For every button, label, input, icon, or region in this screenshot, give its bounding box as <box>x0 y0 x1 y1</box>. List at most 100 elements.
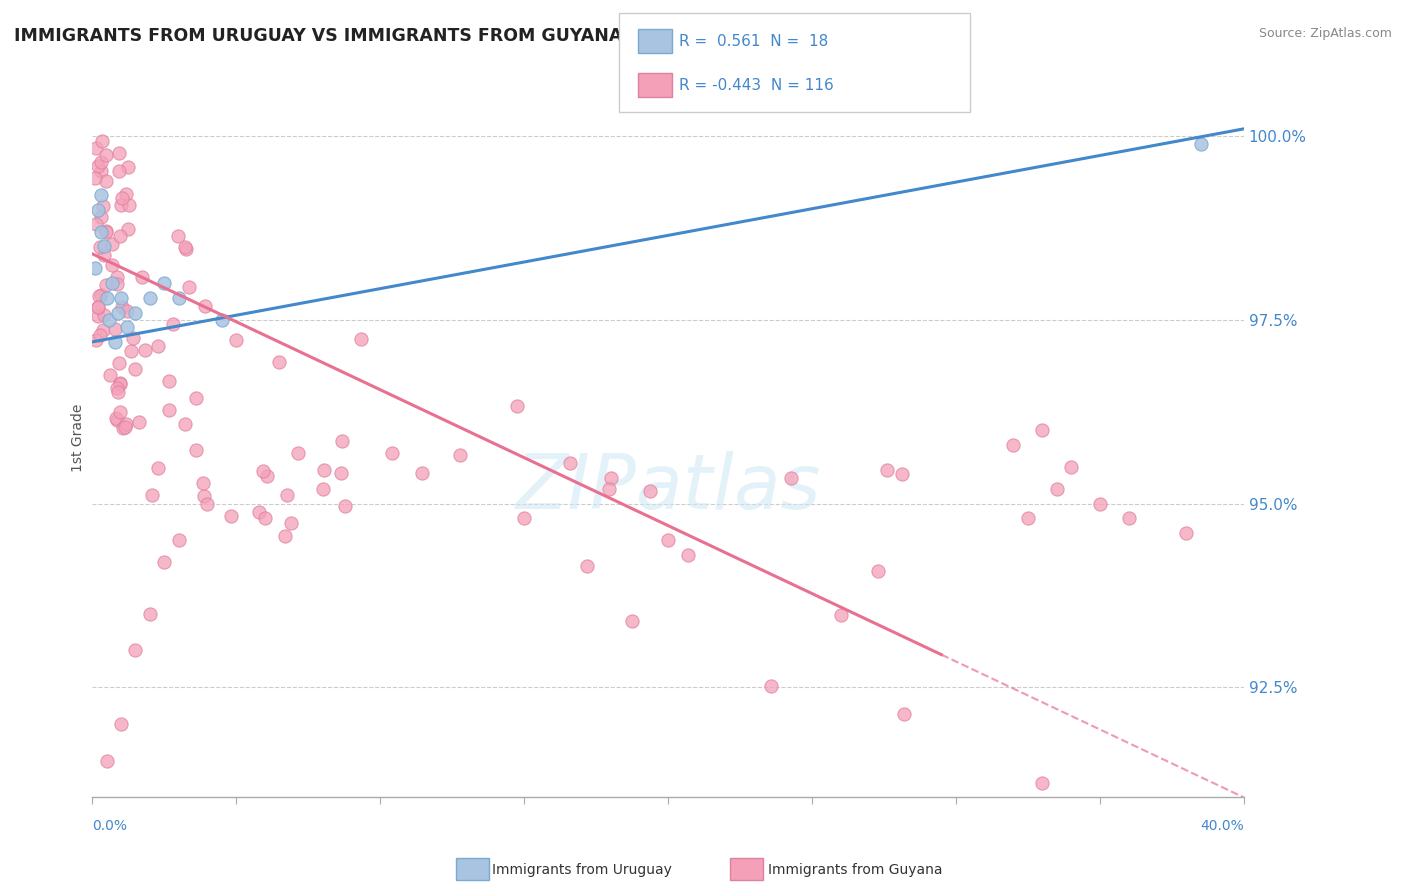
Point <box>252 464 274 478</box>
Point <box>173 417 195 431</box>
Point <box>117 222 139 236</box>
Point <box>86 300 108 314</box>
Point <box>162 318 184 332</box>
Point <box>876 463 898 477</box>
Point <box>1046 482 1069 496</box>
Point <box>105 413 128 427</box>
Point <box>167 291 190 305</box>
Point <box>117 303 139 318</box>
Point <box>349 332 371 346</box>
Point <box>195 496 218 510</box>
Point <box>84 141 107 155</box>
Y-axis label: 1st Grade: 1st Grade <box>72 403 86 472</box>
Point <box>141 487 163 501</box>
Point <box>276 488 298 502</box>
Point <box>139 291 162 305</box>
Point <box>280 516 302 531</box>
Point <box>94 225 117 239</box>
Point <box>1189 136 1212 151</box>
Text: Source: ZipAtlas.com: Source: ZipAtlas.com <box>1258 27 1392 40</box>
Point <box>87 202 110 217</box>
Point <box>118 197 141 211</box>
Point <box>219 508 242 523</box>
Point <box>657 533 679 548</box>
Point <box>256 469 278 483</box>
Point <box>621 614 644 628</box>
Point <box>91 199 114 213</box>
Point <box>558 456 581 470</box>
Point <box>105 277 128 291</box>
Point <box>105 269 128 284</box>
Point <box>146 339 169 353</box>
Point <box>110 717 132 731</box>
Point <box>599 471 621 485</box>
Point <box>1175 525 1198 540</box>
Point <box>100 258 122 272</box>
Point <box>120 344 142 359</box>
Point <box>157 374 180 388</box>
Point <box>676 548 699 562</box>
Point <box>411 466 433 480</box>
Point <box>274 529 297 543</box>
Point <box>107 385 129 400</box>
Point <box>89 289 111 303</box>
Text: Immigrants from Uruguay: Immigrants from Uruguay <box>492 863 672 877</box>
Point <box>121 330 143 344</box>
Point <box>131 269 153 284</box>
Point <box>381 446 404 460</box>
Point <box>89 328 111 343</box>
Point <box>759 679 782 693</box>
Text: R =  0.561  N =  18: R = 0.561 N = 18 <box>679 34 828 48</box>
Point <box>90 225 112 239</box>
Point <box>247 505 270 519</box>
Point <box>111 300 134 314</box>
Point <box>90 287 112 301</box>
Point <box>253 511 276 525</box>
Point <box>112 421 135 435</box>
Point <box>108 405 131 419</box>
Point <box>157 403 180 417</box>
Point <box>153 555 176 569</box>
Point <box>101 276 124 290</box>
Point <box>94 148 117 162</box>
Point <box>107 146 129 161</box>
Point <box>101 237 124 252</box>
Point <box>174 240 197 254</box>
Point <box>146 461 169 475</box>
Point <box>330 466 353 480</box>
Point <box>98 313 121 327</box>
Point <box>117 161 139 175</box>
Point <box>312 462 335 476</box>
Point <box>513 511 536 525</box>
Point <box>780 471 803 485</box>
Point <box>84 217 107 231</box>
Point <box>167 533 190 548</box>
Point <box>124 361 146 376</box>
Point <box>449 448 471 462</box>
Point <box>91 134 114 148</box>
Point <box>108 376 131 390</box>
Point <box>139 607 162 621</box>
Point <box>107 164 129 178</box>
Point <box>90 188 112 202</box>
Point <box>333 499 356 513</box>
Point <box>87 309 110 323</box>
Point <box>167 228 190 243</box>
Point <box>186 391 208 405</box>
Point <box>193 475 215 490</box>
Point <box>194 299 217 313</box>
Point <box>1118 511 1140 525</box>
Point <box>114 417 136 431</box>
Point <box>184 443 207 458</box>
Point <box>176 242 198 256</box>
Point <box>124 643 146 657</box>
Point <box>90 154 112 169</box>
Point <box>105 381 128 395</box>
Text: 0.0%: 0.0% <box>93 820 127 833</box>
Point <box>193 490 215 504</box>
Point <box>84 261 107 276</box>
Point <box>100 368 122 382</box>
Point <box>111 191 134 205</box>
Point <box>110 377 132 392</box>
Point <box>153 276 176 290</box>
